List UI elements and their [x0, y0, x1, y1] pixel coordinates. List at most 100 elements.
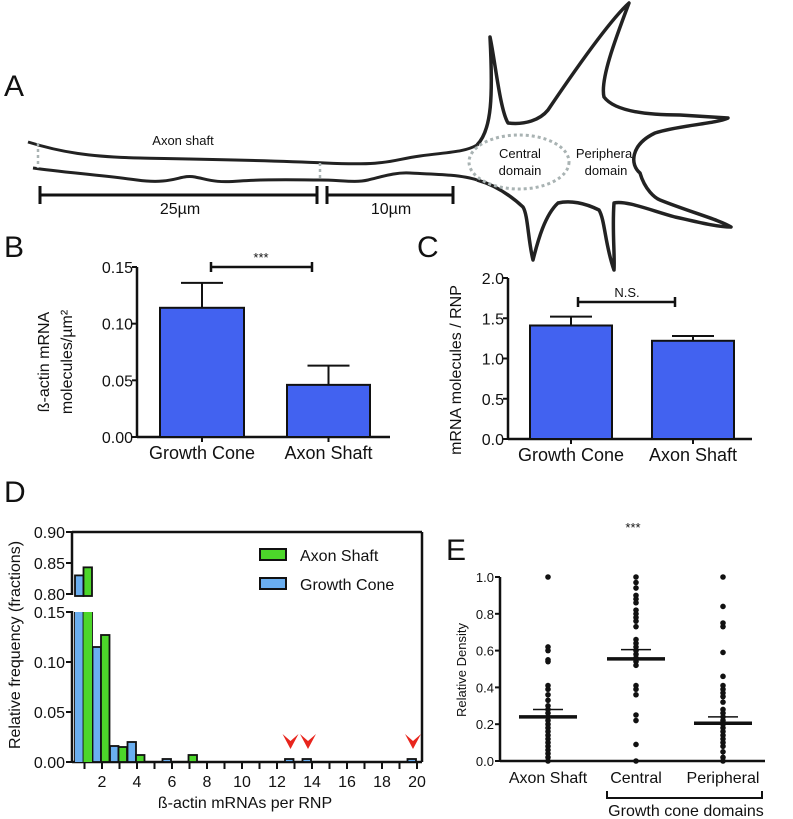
panel-b-significance: *** [253, 250, 268, 265]
scale-bar-25um-label: 25µm [160, 201, 200, 218]
panel-d-bar-growth-cone [126, 741, 137, 763]
panel-label-d: D [4, 476, 26, 509]
panel-e-data-point [545, 574, 551, 580]
central-domain-label-line2: domain [499, 163, 542, 178]
panel-e-data-point [633, 585, 639, 591]
panel-e-data-point [633, 574, 639, 580]
panel-d-bar-growth-cone [161, 758, 172, 763]
panel-e-data-point [545, 658, 551, 665]
panel-b-ylabel-line2: molecules/µm² [59, 309, 76, 414]
panel-d-x-tick-label: 2 [98, 774, 107, 791]
axon-shaft-label: Axon shaft [152, 133, 214, 148]
panel-e-data-point [545, 686, 551, 693]
panel-e-y-tick-label: 0.4 [476, 680, 494, 695]
panel-d-bar-growth-cone [301, 758, 312, 763]
panel-d-bar-growth-cone [75, 612, 84, 762]
panel-d-y-tick-label: 0.05 [34, 705, 65, 722]
panel-c-y-tick-label: 1.5 [482, 311, 504, 328]
panel-c-category-label: Growth Cone [518, 445, 624, 465]
panel-b-y-tick-label: 0.10 [102, 317, 133, 334]
panel-d-x-tick-label: 6 [168, 774, 177, 791]
legend-label-growth-cone: Growth Cone [300, 577, 394, 594]
panel-e-data-point [720, 649, 726, 656]
peripheral-domain-label-line1: Periphera [576, 146, 633, 161]
panel-b-y-tick-label: 0.00 [102, 430, 133, 447]
panel-e-data-point [633, 623, 639, 630]
panel-d-x-tick-label: 16 [338, 774, 356, 791]
panel-e-category-label: Central [610, 770, 662, 787]
panel-e-significance: *** [625, 520, 640, 535]
panel-d-bar-growth-cone-upper [74, 574, 85, 597]
panel-c-significance: N.S. [614, 285, 639, 300]
panel-b-y-tick-label: 0.05 [102, 373, 133, 390]
panel-e-data-point [633, 599, 639, 606]
panel-b-bar [159, 306, 245, 438]
growth-cone-outline [475, 1, 733, 272]
panel-d-y-tick-label: 0.00 [34, 755, 65, 772]
panel-e-data-point [720, 623, 726, 630]
panel-e-data-point [720, 574, 726, 580]
peripheral-domain-label-line2: domain [585, 163, 628, 178]
axon-lower-outline [32, 166, 478, 184]
panel-d-bar-axon-shaft [100, 634, 111, 763]
panel-e-data-point [720, 743, 726, 750]
panel-e-data-point [633, 741, 639, 748]
panel-e-data-point [633, 662, 639, 669]
panel-e-data-point [633, 579, 639, 586]
panel-c-y-tick-label: 0.5 [482, 392, 504, 409]
panel-e-data-point [720, 699, 726, 705]
growth-cone-domains-label: Growth cone domains [608, 803, 764, 819]
panel-e-data-point [720, 673, 726, 680]
panel-e-chart: Relative Density *** Growth cone domains… [454, 520, 765, 819]
panel-c-ylabel: mRNA molecules / RNP [448, 285, 465, 455]
panel-b-chart: ß-actin mRNA molecules/µm² *** 0.00 0.05 0… [36, 250, 390, 463]
panel-d-bar-axon-shaft-upper [82, 566, 93, 597]
panel-d-x-tick-label: 12 [268, 774, 286, 791]
panel-d-y-tick-label: 0.80 [34, 587, 65, 604]
legend-label-axon-shaft: Axon Shaft [300, 548, 379, 565]
panel-e-ylabel: Relative Density [454, 623, 469, 717]
panel-c-y-tick-label: 0.0 [482, 432, 504, 449]
panel-e-data-point [720, 758, 726, 764]
panel-e-data-point [545, 758, 551, 764]
panel-d-y-tick-label: 0.15 [34, 605, 65, 622]
panel-d-bar-axon-shaft [117, 746, 128, 763]
panel-c-bar [651, 339, 735, 441]
panel-a-diagram: Axon shaft Central domain Periphera doma… [27, 1, 733, 272]
panel-d-y-tick-label: 0.90 [34, 525, 65, 542]
panel-c-significance-bracket [576, 297, 677, 307]
panel-e-data-point [720, 603, 726, 610]
panel-e-data-point [545, 697, 551, 704]
panel-d-x-tick-label: 20 [408, 774, 426, 791]
scale-bar-25um [38, 186, 319, 204]
panel-e-y-tick-label: 0.0 [476, 754, 494, 769]
panel-b-category-label: Axon Shaft [284, 443, 372, 463]
panel-e-data-point [545, 691, 551, 698]
panel-d-x-tick-label: 14 [303, 774, 321, 791]
legend-swatch-axon-shaft [259, 548, 287, 561]
panel-d-xlabel: ß-actin mRNAs per RNP [158, 795, 332, 812]
panel-d-bar-axon-shaft [135, 754, 146, 763]
panel-c-y-tick-label: 2.0 [482, 271, 504, 288]
panel-e-data-point [633, 758, 639, 764]
panel-e-category-label: Peripheral [687, 770, 760, 787]
red-arrowhead-icon [282, 734, 299, 749]
panel-e-data-point [545, 647, 551, 654]
panel-d-ylabel: Relative frequency (fractions) [7, 541, 24, 749]
growth-cone-domains-bracket [606, 791, 763, 799]
panel-e-y-tick-label: 1.0 [476, 570, 494, 585]
panel-label-c: C [417, 231, 439, 264]
red-arrowhead-icon [405, 734, 421, 749]
panel-c-bar [529, 324, 613, 440]
panel-d-chart: Relative frequency (fractions) ß-actin m… [7, 525, 426, 812]
panel-c-chart: mRNA molecules / RNP N.S. 0.0 0.5 1.0 1.5 2.… [448, 271, 752, 465]
panel-e-data-point [633, 686, 639, 693]
panel-e-data-point [720, 693, 726, 700]
panel-b-y-tick-label: 0.15 [102, 260, 133, 277]
scale-bar-10um [325, 186, 455, 204]
panel-label-a: A [4, 70, 24, 103]
panel-e-y-tick-label: 0.2 [476, 717, 494, 732]
panel-b-bar [286, 383, 371, 439]
scale-bar-10um-label: 10µm [371, 201, 411, 218]
